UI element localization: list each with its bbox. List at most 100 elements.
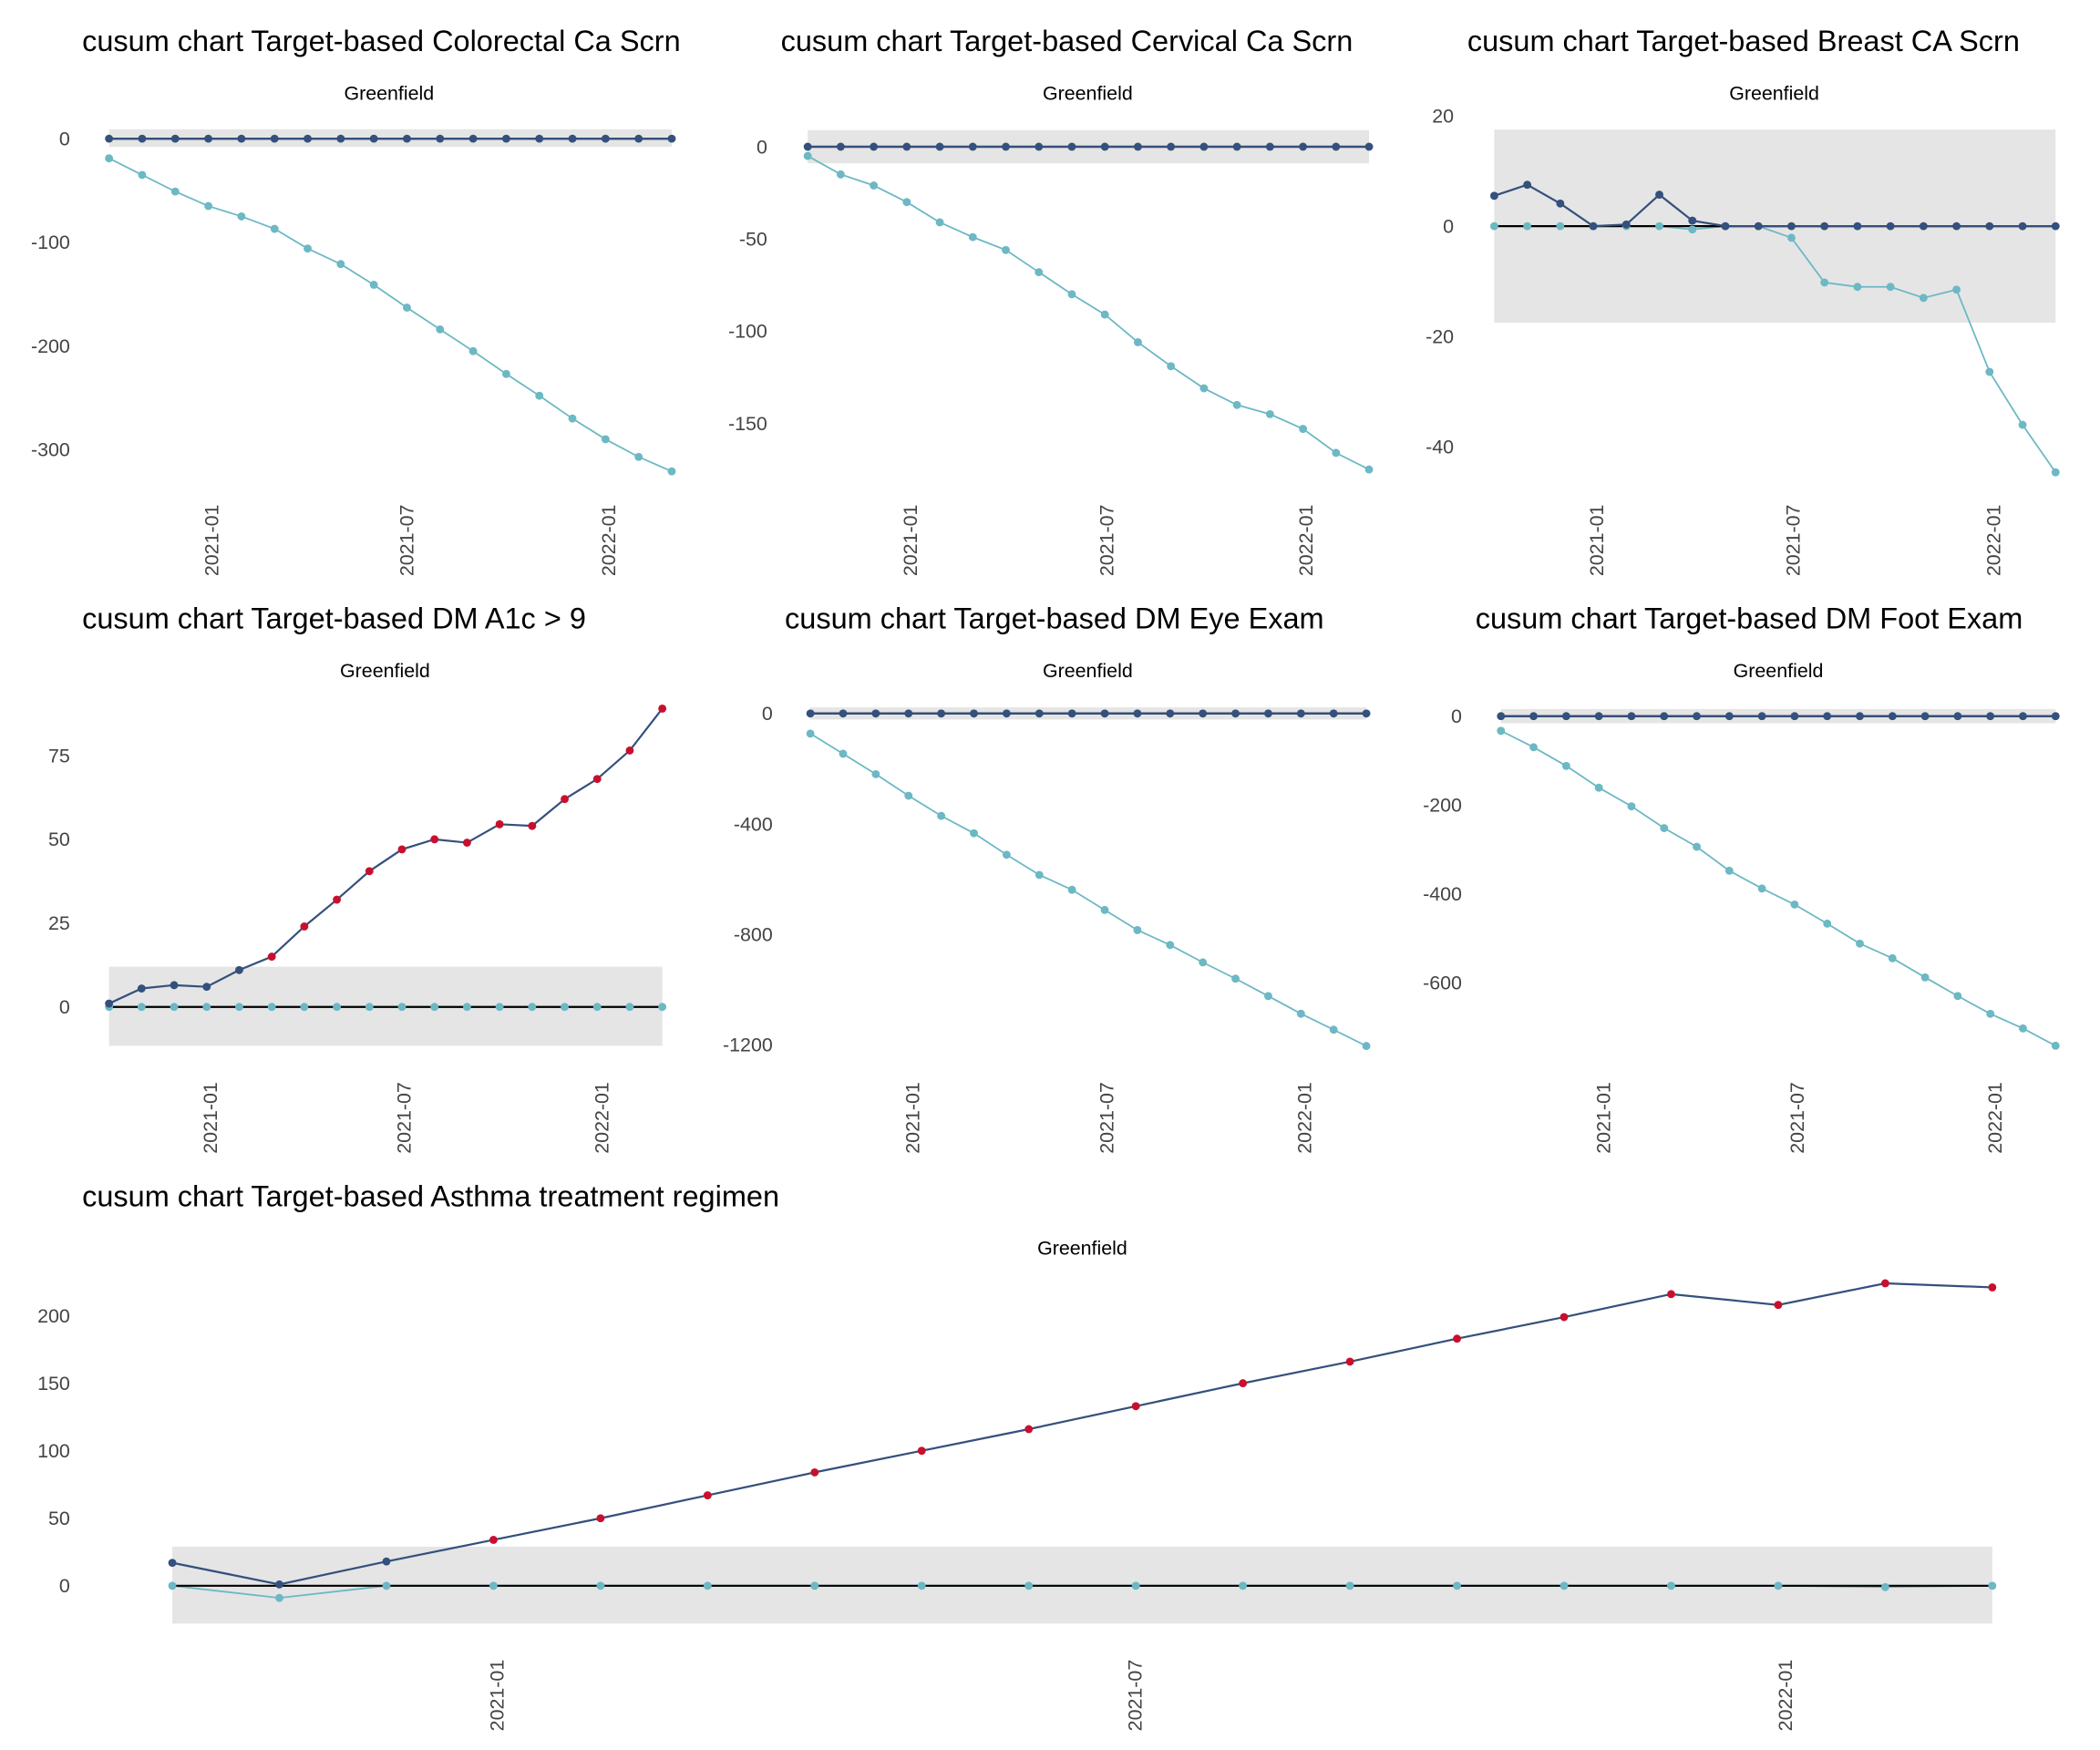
chart-panel-4: cusum chart Target-based DM A1c > 9 Green… [48,602,667,1154]
x-tick-label: 2022-01 [1775,1660,1796,1732]
data-point-lower [170,187,180,196]
data-point-lower [535,391,544,400]
data-point-lower [1561,761,1570,770]
data-point-upper [1560,1312,1569,1322]
data-point-lower [839,749,848,758]
data-point-lower [237,211,246,221]
data-point-lower [1953,992,1962,1001]
data-point-upper [1134,142,1142,151]
data-point-upper [1232,142,1241,151]
data-point-lower [1985,367,1994,376]
x-tick-label: 2021-01 [200,1082,221,1154]
data-point-upper [1953,712,1962,721]
chart-subtitle: Greenfield [1043,660,1133,682]
data-point-upper [1660,712,1669,721]
data-point-lower [204,201,213,211]
data-point-lower [1724,866,1734,875]
data-point-upper [917,1446,926,1456]
data-point-lower [1035,268,1044,277]
data-point-lower [1556,221,1565,231]
data-point-upper [462,839,471,847]
chart-panel-5: cusum chart Target-based DM Eye Exam Gree… [723,602,1371,1154]
y-tick-label: -200 [31,335,70,357]
data-point-upper [1100,142,1109,151]
data-point-lower [1362,1042,1371,1051]
y-tick-label: 0 [59,129,70,150]
data-point-upper [168,1559,177,1568]
data-point-lower [902,198,911,207]
data-point-upper [596,1514,605,1523]
data-point-lower [1560,1581,1569,1590]
x-tick-label: 2021-07 [393,1082,415,1154]
y-tick-label: -400 [734,813,773,835]
data-point-upper [336,134,345,143]
data-point-upper [1988,1283,1997,1292]
data-point-upper [105,999,114,1008]
data-point-upper [1856,712,1864,721]
y-tick-label: -40 [1426,437,1454,458]
data-point-lower [1100,905,1109,914]
data-point-lower [561,1003,569,1012]
chart-title: cusum chart Target-based Breast CA Scrn [1467,25,2020,57]
data-point-lower [1239,1581,1248,1590]
data-point-upper [1199,709,1208,718]
data-point-upper [1332,142,1341,151]
data-point-upper [839,709,848,718]
series-line-upper [1494,183,2056,228]
x-tick-label: 2021-01 [1586,505,1608,577]
data-point-upper [1364,142,1374,151]
data-point-lower [436,324,445,334]
data-point-lower [1497,726,1506,736]
x-tick-label: 2021-01 [900,505,921,577]
data-point-lower [1667,1581,1675,1590]
data-point-upper [535,134,544,143]
data-point-upper [1754,221,1763,231]
data-point-upper [489,1536,498,1544]
data-point-upper [1329,709,1338,718]
data-point-upper [369,134,378,143]
data-point-lower [304,244,312,253]
data-point-lower [2051,468,2060,477]
data-point-upper [1693,712,1701,721]
series-line-lower [108,157,673,472]
y-tick-label: 0 [1451,705,1462,727]
data-point-upper [267,952,276,962]
data-point-upper [1529,712,1538,721]
chart-title: cusum chart Target-based DM Foot Exam [1476,602,2023,635]
data-point-upper [871,709,880,718]
data-point-upper [304,134,312,143]
data-point-lower [568,414,577,423]
y-tick-label: 200 [37,1305,70,1327]
data-point-upper [403,134,411,143]
data-point-lower [1345,1581,1354,1590]
data-point-upper [1757,712,1766,721]
data-point-lower [1100,310,1109,319]
chart-title: cusum chart Target-based Colorectal Ca S… [82,25,681,57]
data-point-lower [1886,283,1895,292]
data-point-upper [1594,712,1603,721]
data-point-lower [1986,1009,1995,1018]
x-tick-label: 2021-07 [396,505,417,577]
data-point-upper [2019,712,2027,721]
data-point-lower [592,1003,602,1012]
data-point-upper [1024,1425,1034,1434]
data-point-upper [1688,216,1697,225]
y-tick-label: -150 [728,413,767,435]
data-point-lower [904,791,913,800]
data-point-lower [528,1003,537,1012]
data-point-upper [1787,221,1796,231]
data-point-upper [1561,712,1570,721]
data-point-lower [1757,884,1766,893]
data-point-upper [501,134,510,143]
data-point-upper [1035,142,1044,151]
data-point-lower [382,1581,391,1590]
data-point-lower [1134,338,1142,346]
data-point-upper [568,134,577,143]
data-point-lower [495,1003,504,1012]
x-tick-label: 2022-01 [1294,1082,1316,1154]
chart-subtitle: Greenfield [344,82,434,104]
chart-title: cusum chart Target-based Asthma treatmen… [82,1179,779,1212]
y-tick-label: 0 [59,1575,70,1597]
chart-subtitle: Greenfield [1734,660,1824,682]
